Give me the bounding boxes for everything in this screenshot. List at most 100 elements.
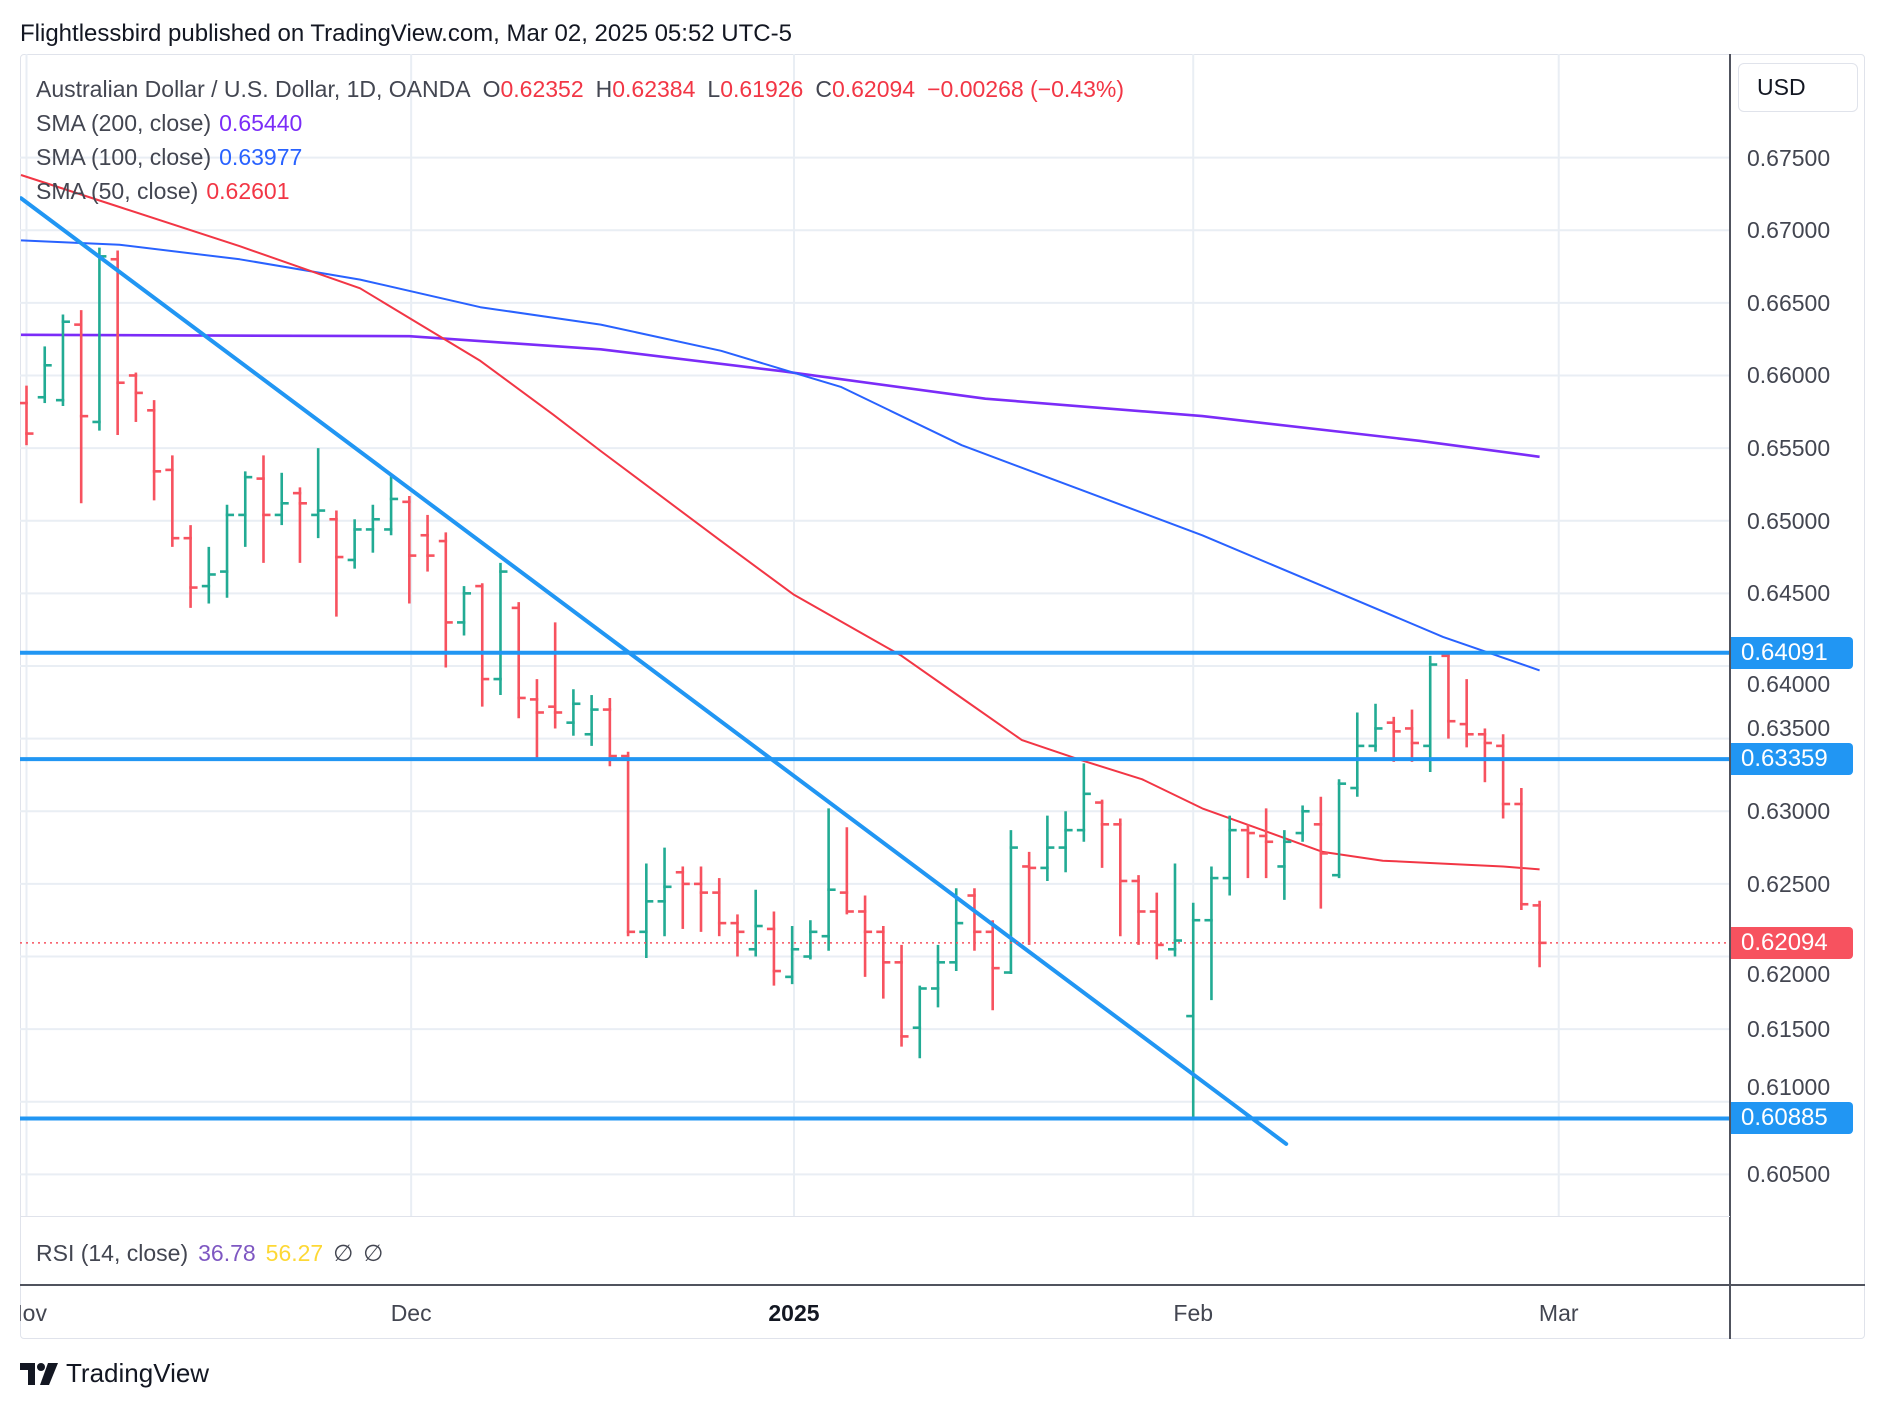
currency-button[interactable]: USD bbox=[1738, 63, 1858, 112]
rsi-na-1: ∅ bbox=[333, 1240, 354, 1266]
ohlc-bar-down bbox=[1022, 851, 1037, 945]
ohlc-bar-up bbox=[1423, 655, 1438, 773]
ohlc-bar-down bbox=[675, 866, 690, 929]
ohlc-bar-down bbox=[74, 310, 89, 504]
ohlc-bar-up bbox=[37, 346, 52, 404]
ohlc-bar-down bbox=[548, 622, 563, 729]
ohlc-bar-up bbox=[1277, 830, 1292, 900]
ohlc-bar-up bbox=[238, 471, 253, 547]
ohlc-bar-up bbox=[365, 504, 380, 553]
tradingview-logo-icon bbox=[20, 1362, 58, 1385]
sma50-legend[interactable]: SMA (50, close) 0.62601 bbox=[36, 178, 297, 204]
price-tick-label: 0.61000 bbox=[1747, 1074, 1831, 1101]
ohlc-bar-down bbox=[1240, 824, 1255, 879]
open-value: 0.62352 bbox=[500, 76, 584, 102]
price-tick-label: 0.61500 bbox=[1747, 1016, 1831, 1043]
ohlc-bar-down bbox=[1259, 808, 1274, 879]
low-value: 0.61926 bbox=[720, 76, 804, 102]
close-label: C bbox=[815, 76, 832, 102]
ohlc-bar-up bbox=[493, 562, 508, 696]
price-tick-label: 0.64000 bbox=[1747, 670, 1831, 697]
ohlc-bar-up bbox=[1368, 703, 1383, 752]
horizontal-level-badge: 0.60885 bbox=[1731, 1102, 1853, 1135]
ohlc-bar-up bbox=[1186, 902, 1201, 1120]
ohlc-bar-down bbox=[183, 525, 198, 608]
price-tick-label: 0.65500 bbox=[1747, 435, 1831, 462]
sma100-label: SMA (100, close) bbox=[36, 144, 212, 170]
ohlc-bar-down bbox=[1131, 875, 1146, 945]
ohlc-bar-down bbox=[985, 920, 1000, 1011]
sma100-legend[interactable]: SMA (100, close) 0.63977 bbox=[36, 144, 310, 170]
rsi-ma-value: 56.27 bbox=[265, 1240, 324, 1266]
horizontal-level-badge: 0.63359 bbox=[1731, 743, 1853, 776]
ohlc-bar-down bbox=[420, 514, 435, 572]
ohlc-bar-up bbox=[457, 586, 472, 636]
ohlc-bar-down bbox=[602, 697, 617, 767]
ohlc-bar-up bbox=[931, 944, 945, 1008]
ohlc-bar-down bbox=[967, 888, 982, 951]
price-tick-label: 0.63500 bbox=[1747, 715, 1831, 742]
rsi-pane-separator[interactable] bbox=[20, 1216, 1730, 1217]
ohlc-bar-down bbox=[292, 487, 307, 563]
ohlc-bar-up bbox=[821, 808, 836, 951]
ohlc-bar-down bbox=[128, 372, 143, 422]
ohlc-bar-down bbox=[766, 911, 781, 986]
ohlc-bar-up bbox=[566, 689, 581, 736]
ohlc-bar-up bbox=[1076, 763, 1091, 842]
horizontal-level-badge: 0.64091 bbox=[1731, 636, 1853, 669]
ohlc-bar-down bbox=[1095, 799, 1110, 868]
ohlc-bar-down bbox=[712, 878, 727, 937]
ohlc-bar-up bbox=[1003, 830, 1018, 974]
ohlc-bar-up bbox=[1040, 815, 1055, 881]
ohlc-bar-up bbox=[92, 247, 107, 431]
ohlc-bar-down bbox=[1477, 728, 1492, 783]
ohlc-bar-up bbox=[1332, 779, 1347, 879]
price-tick-label: 0.66000 bbox=[1747, 362, 1831, 389]
ohlc-bar-down bbox=[621, 751, 636, 937]
price-tick-label: 0.67000 bbox=[1747, 217, 1831, 244]
tradingview-logo[interactable]: TradingView bbox=[20, 1358, 209, 1389]
open-label: O bbox=[482, 76, 501, 102]
sma200-legend[interactable]: SMA (200, close) 0.65440 bbox=[36, 110, 310, 136]
rsi-legend[interactable]: RSI (14, close) 36.78 56.27 ∅ ∅ bbox=[36, 1240, 393, 1267]
ohlc-bar-up bbox=[657, 847, 672, 937]
ohlc-bar-up bbox=[785, 926, 800, 985]
sma-line-200 bbox=[20, 333, 1540, 459]
ohlc-bar-down bbox=[1386, 716, 1401, 762]
rsi-na-2: ∅ bbox=[363, 1240, 384, 1266]
symbol-name: Australian Dollar / U.S. Dollar, 1D, OAN… bbox=[36, 76, 471, 102]
low-label: L bbox=[707, 76, 721, 102]
ohlc-bar-down bbox=[694, 866, 709, 932]
publisher-line: Flightlessbird published on TradingView.… bbox=[20, 20, 792, 47]
ohlc-bar-down bbox=[402, 496, 417, 604]
price-chart[interactable] bbox=[20, 54, 1730, 1217]
ohlc-bar-up bbox=[949, 888, 964, 972]
rsi-label: RSI (14, close) bbox=[36, 1240, 189, 1266]
close-value: 0.62094 bbox=[831, 76, 916, 102]
price-tick-label: 0.64500 bbox=[1747, 580, 1831, 607]
high-value: 0.62384 bbox=[612, 76, 696, 102]
ohlc-bar-down bbox=[529, 679, 544, 758]
price-tick-label: 0.62000 bbox=[1747, 960, 1831, 987]
ohlc-bar-up bbox=[639, 863, 654, 958]
ohlc-bar-up bbox=[274, 472, 289, 526]
ohlc-bar-down bbox=[894, 944, 909, 1047]
ohlc-bar-down bbox=[110, 250, 125, 436]
sma200-label: SMA (200, close) bbox=[36, 110, 212, 136]
price-axis-separator bbox=[1729, 54, 1731, 1339]
ohlc-bar-up bbox=[803, 920, 818, 960]
grid bbox=[20, 54, 1730, 1217]
drawings bbox=[20, 196, 1730, 1146]
ohlc-bar-up bbox=[1167, 863, 1182, 957]
ohlc-bar-down bbox=[1313, 796, 1328, 909]
ohlc-bar-up bbox=[1295, 805, 1310, 842]
trend-line bbox=[20, 196, 1289, 1146]
sma-line-100 bbox=[20, 239, 1540, 672]
ohlc-bar-up bbox=[912, 985, 927, 1059]
ohlc-bars bbox=[20, 247, 1547, 1120]
rsi-value: 36.78 bbox=[198, 1240, 256, 1266]
ohlc-bar-up bbox=[1204, 866, 1219, 1001]
ohlc-bar-down bbox=[511, 602, 526, 719]
ohlc-bar-up bbox=[748, 889, 763, 957]
ohlc-bar-down bbox=[20, 385, 34, 446]
